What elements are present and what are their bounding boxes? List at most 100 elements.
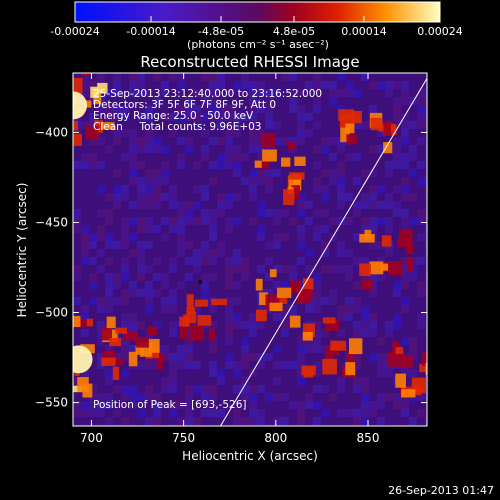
heatmap-cell	[321, 345, 329, 353]
heatmap-cell	[353, 177, 361, 185]
heatmap-cell	[97, 305, 105, 313]
heatmap-cell	[121, 273, 129, 281]
heatmap-cell	[121, 153, 129, 161]
heatmap-cell	[385, 321, 393, 329]
heatmap-cell	[337, 161, 345, 169]
heatmap-cell	[89, 241, 97, 249]
source-cell	[345, 362, 356, 376]
heatmap-cell	[105, 273, 113, 281]
heatmap-cell	[305, 345, 313, 353]
heatmap-cell	[337, 185, 345, 193]
heatmap-cell	[393, 105, 401, 113]
heatmap-cell	[121, 337, 129, 345]
heatmap-cell	[257, 361, 265, 369]
heatmap-cell	[137, 177, 145, 185]
heatmap-cell	[121, 233, 129, 241]
heatmap-cell	[233, 313, 241, 321]
source-cell	[359, 263, 371, 277]
heatmap-cell	[105, 193, 113, 201]
heatmap-cell	[225, 257, 233, 265]
heatmap-cell	[113, 297, 121, 305]
heatmap-cell	[193, 217, 201, 225]
heatmap-cell	[169, 361, 177, 369]
source-cell	[197, 315, 212, 326]
heatmap-cell	[137, 225, 145, 233]
source-cell	[256, 309, 267, 322]
heatmap-cell	[257, 225, 265, 233]
source-cell	[44, 99, 59, 107]
heatmap-cell	[425, 105, 427, 113]
heatmap-cell	[137, 137, 145, 145]
heatmap-cell	[185, 361, 193, 369]
x-tick-label: 850	[357, 431, 380, 445]
heatmap-cell	[129, 385, 137, 393]
heatmap-cell	[409, 153, 417, 161]
heatmap-cell	[161, 81, 169, 89]
heatmap-cell	[361, 313, 369, 321]
heatmap-cell	[97, 337, 105, 345]
heatmap-cell	[105, 89, 113, 97]
source-cell	[369, 261, 384, 275]
heatmap-cell	[249, 185, 257, 193]
heatmap-cell	[409, 217, 417, 225]
source-cell	[180, 323, 188, 339]
source-cell	[269, 302, 283, 312]
source-cell	[348, 338, 363, 355]
heatmap-cell	[177, 345, 185, 353]
heatmap-cell	[137, 273, 145, 281]
heatmap-cell	[145, 137, 153, 145]
heatmap-cell	[353, 209, 361, 217]
heatmap-cell	[81, 161, 89, 169]
heatmap-cell	[305, 393, 313, 401]
heatmap-cell	[377, 81, 385, 89]
colorbar-ticks: -0.00024 -0.00014 -4.8e-05 4.8e-05 0.00014 0.…	[50, 16, 463, 38]
heatmap-cell	[217, 249, 225, 257]
heatmap-cell	[137, 361, 145, 369]
heatmap-cell	[337, 145, 345, 153]
heatmap-cell	[161, 193, 169, 201]
x-axis-ticks: 700 750 800 850	[80, 73, 379, 445]
heatmap-cell	[409, 353, 417, 361]
heatmap-cell	[393, 97, 401, 105]
heatmap-cell	[265, 273, 273, 281]
heatmap-cell	[361, 377, 369, 385]
heatmap-cell	[89, 81, 97, 89]
heatmap-cell	[169, 201, 177, 209]
heatmap-cell	[113, 73, 121, 81]
heatmap-cell	[105, 305, 113, 313]
heatmap-cell	[153, 257, 161, 265]
heatmap-cell	[137, 217, 145, 225]
heatmap-cell	[329, 393, 337, 401]
heatmap-cell	[361, 217, 369, 225]
heatmap-cell	[185, 393, 193, 401]
heatmap-cell	[153, 201, 161, 209]
heatmap-cell	[201, 281, 209, 289]
heatmap-cell	[241, 377, 249, 385]
heatmap-cell	[417, 313, 425, 321]
source-cell	[186, 307, 196, 314]
heatmap-cell	[193, 185, 201, 193]
heatmap-cell	[97, 353, 105, 361]
heatmap-cell	[401, 337, 409, 345]
heatmap-cell	[297, 105, 305, 113]
heatmap-cell	[337, 329, 345, 337]
heatmap-cell	[361, 169, 369, 177]
heatmap-cell	[369, 353, 377, 361]
heatmap-cell	[209, 337, 217, 345]
heatmap-cell	[313, 177, 321, 185]
source-cell	[186, 294, 194, 309]
heatmap-cell	[417, 161, 425, 169]
heatmap-cell	[169, 225, 177, 233]
heatmap-cell	[249, 113, 257, 121]
heatmap-cell	[209, 177, 217, 185]
heatmap-cell	[289, 401, 297, 409]
heatmap-cell	[81, 225, 89, 233]
heatmap-cell	[105, 281, 113, 289]
source-cell	[401, 354, 413, 369]
heatmap-cell	[305, 401, 313, 409]
heatmap-cell	[353, 281, 361, 289]
heatmap-cell	[273, 393, 281, 401]
heatmap-cell	[353, 121, 361, 129]
heatmap-cell	[169, 297, 177, 305]
heatmap-cell	[361, 409, 369, 417]
